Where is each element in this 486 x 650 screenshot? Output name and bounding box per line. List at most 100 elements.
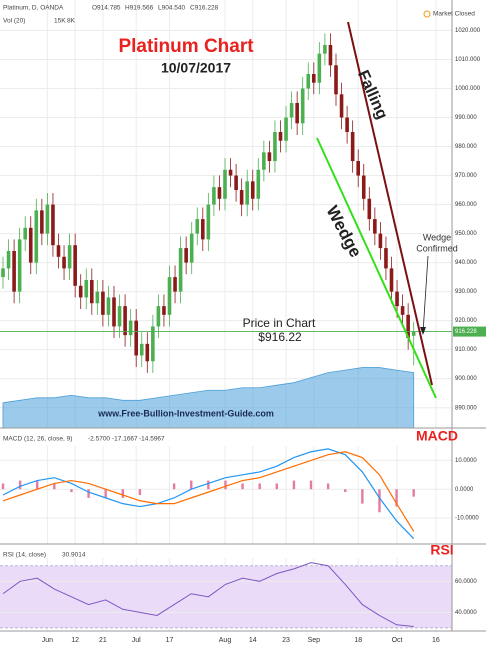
annotation-arrow <box>422 255 429 334</box>
x-tick-label: Oct <box>392 637 403 644</box>
ohlc-close: C916.228 <box>190 5 219 12</box>
y-tick-label: 940.000 <box>455 260 477 266</box>
candle-body <box>361 175 366 199</box>
histogram-bar <box>275 483 278 490</box>
candle-body <box>95 291 100 304</box>
candle-body <box>273 132 277 162</box>
candle-body <box>34 210 39 263</box>
volume-ma-area <box>2 367 415 429</box>
candle-body <box>1 268 5 278</box>
candle-body <box>356 161 360 176</box>
ohlc-open: O914.785 <box>92 5 121 12</box>
candle-body <box>195 219 200 234</box>
candle-body <box>117 306 122 327</box>
y-tick-label: 10.0000 <box>455 458 477 464</box>
macd-title: MACD <box>416 428 458 444</box>
wedge-trendline <box>316 137 437 399</box>
candle-body <box>45 204 50 234</box>
candle-body <box>223 169 227 199</box>
candle-body <box>250 181 255 199</box>
candle-body <box>239 190 244 205</box>
price-caption: Price in Chart <box>243 316 316 330</box>
volume-value: 15K <box>54 18 66 25</box>
x-tick-label: 14 <box>249 637 257 644</box>
y-tick-label: 980.000 <box>455 144 477 150</box>
candle-body <box>6 250 11 269</box>
candle-body <box>84 280 89 298</box>
rsi-legend-value: 30.9014 <box>62 552 86 559</box>
candle-body <box>373 219 377 234</box>
candle-body <box>101 291 105 315</box>
candle-body <box>206 204 211 240</box>
histogram-bar <box>121 489 124 498</box>
candle-body <box>40 210 44 234</box>
y-tick-label: 930.000 <box>455 289 477 295</box>
y-tick-label: 0.0000 <box>455 487 474 493</box>
candle-body <box>67 245 72 269</box>
candle-body <box>139 343 144 356</box>
y-tick-label: 950.000 <box>455 231 477 237</box>
volume-value: 8K <box>67 18 76 25</box>
candle-body <box>162 306 166 315</box>
histogram-bar <box>87 489 90 498</box>
candle-body <box>411 331 416 336</box>
candle-body <box>217 187 222 199</box>
histogram-bar <box>224 480 227 490</box>
histogram-bar <box>104 489 107 498</box>
candle-body <box>334 65 338 95</box>
y-tick-label: -10.0000 <box>455 516 479 522</box>
candle-body <box>151 326 155 362</box>
candle-body <box>367 198 372 220</box>
histogram-bar <box>70 489 73 493</box>
candle-body <box>339 94 344 118</box>
histogram-bar <box>412 489 415 497</box>
candle-body <box>323 44 327 54</box>
candle-body <box>17 239 22 292</box>
candle-body <box>278 132 283 141</box>
confirmed-label: Confirmed <box>416 243 458 253</box>
y-tick-label: 970.000 <box>455 173 477 179</box>
candle-body <box>73 245 77 286</box>
x-tick-label: 18 <box>354 637 362 644</box>
candle-body <box>312 73 316 83</box>
candle-body <box>12 250 16 292</box>
histogram-bar <box>172 483 176 490</box>
chart-title: Platinum Chart <box>118 36 254 57</box>
rsi-legend: RSI (14, close) <box>3 552 46 559</box>
y-tick-label: 910.000 <box>455 347 477 353</box>
volume-label: Vol (20) <box>3 18 25 25</box>
price-value: $916.22 <box>258 330 302 344</box>
histogram-bar <box>361 489 364 504</box>
candle-body <box>389 268 394 292</box>
candle-body <box>167 277 172 315</box>
candle-body <box>384 248 388 269</box>
histogram-bar <box>18 480 22 490</box>
y-tick-label: 1000.000 <box>455 86 481 92</box>
marks <box>0 33 452 627</box>
macd-legend-value: -14.5967 <box>139 436 165 443</box>
grid <box>0 0 452 631</box>
y-tick-label: 990.000 <box>455 115 477 121</box>
candle-body <box>395 291 399 307</box>
candle-body <box>201 219 205 240</box>
website: www.Free-Bullion-Investment-Guide.com <box>97 408 274 418</box>
candle-body <box>78 285 83 298</box>
chart-subtitle: 10/07/2017 <box>161 60 231 76</box>
macd-legend-value: -17.1667 <box>112 436 138 443</box>
candle-body <box>400 306 405 315</box>
rsi-title: RSI <box>430 542 453 558</box>
histogram-bar <box>292 480 296 490</box>
histogram-bar <box>138 489 142 495</box>
candle-body <box>106 297 111 315</box>
candle-body <box>406 314 410 339</box>
symbol: Platinum, D, OANDA <box>3 5 64 12</box>
candle-body <box>228 169 233 176</box>
histogram-bar <box>309 480 313 490</box>
candle-body <box>328 44 333 66</box>
ohlc-high: H919.566 <box>125 5 154 12</box>
candle-body <box>189 233 194 263</box>
y-tick-label: 920.000 <box>455 318 477 324</box>
candle-body <box>245 181 249 205</box>
candle-body <box>112 297 116 327</box>
x-tick-label: 16 <box>432 637 440 644</box>
